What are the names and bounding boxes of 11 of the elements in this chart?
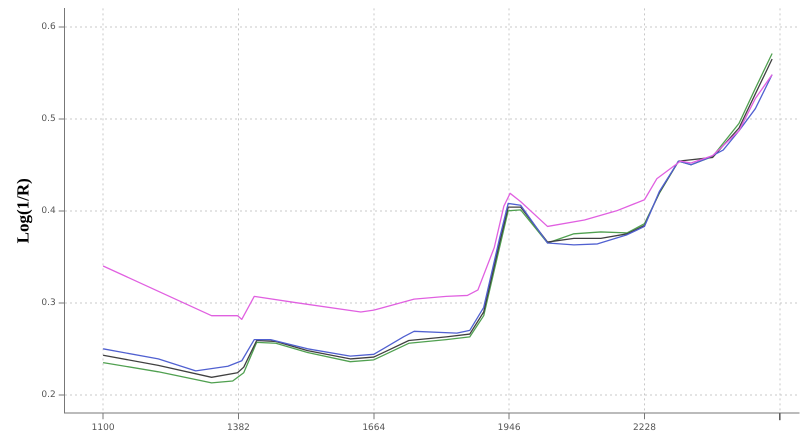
- x-tick-label: 2228: [633, 422, 656, 433]
- y-tick-label: 0.6: [41, 22, 56, 32]
- x-tick-label: 1382: [226, 422, 250, 433]
- y-tick-label: 0.5: [41, 114, 56, 124]
- x-tick-label: 1946: [498, 422, 521, 433]
- y-axis-title: Log(1/R): [14, 178, 33, 244]
- y-tick-label: 0.4: [41, 206, 56, 216]
- x-tick-label: 1100: [92, 422, 115, 433]
- x-tick-label: 1664: [362, 422, 386, 433]
- y-tick-label: 0.3: [41, 298, 56, 308]
- y-tick-label: 0.2: [41, 390, 56, 400]
